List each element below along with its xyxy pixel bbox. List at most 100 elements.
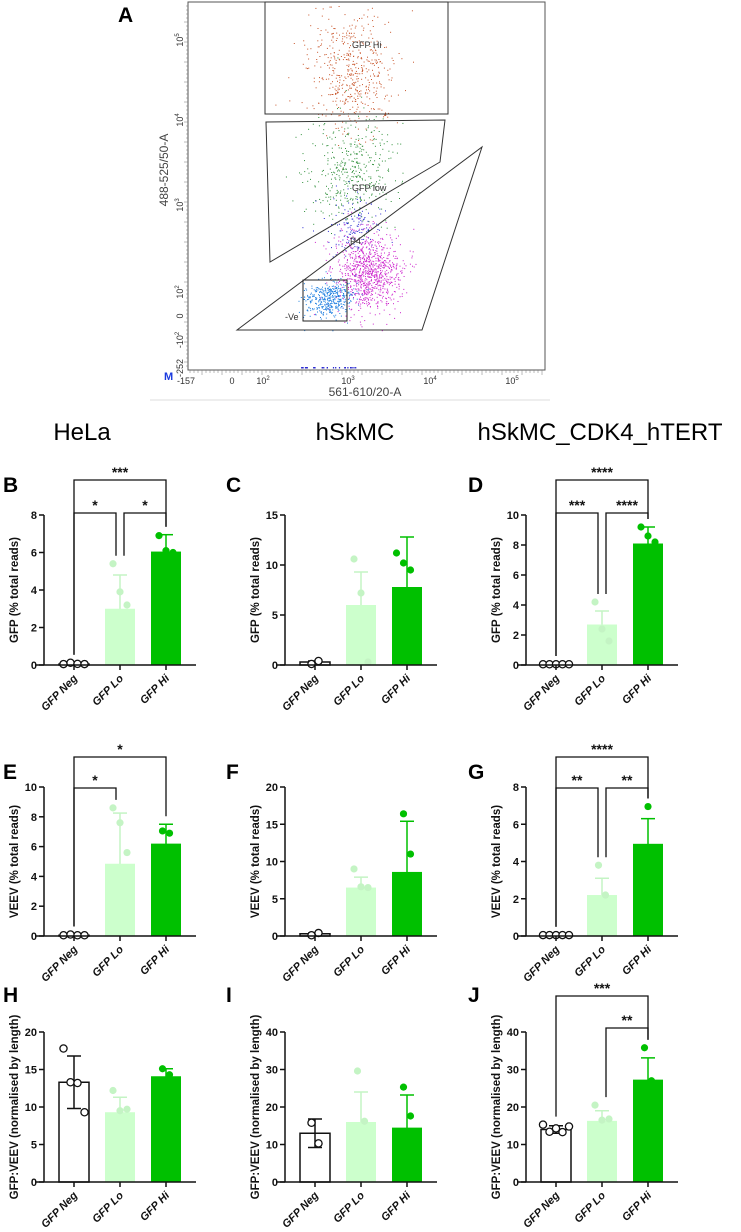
event-dot: [369, 139, 371, 141]
event-dot: [349, 255, 351, 257]
event-dot: [373, 108, 375, 110]
event-dot: [368, 287, 370, 289]
event-dot: [363, 289, 365, 291]
event-dot: [358, 215, 359, 217]
bar: [633, 1079, 663, 1182]
event-dot: [329, 309, 331, 311]
event-dot: [394, 308, 396, 310]
significance-label: ****: [616, 497, 638, 513]
event-dot: [355, 281, 357, 283]
event-dot: [370, 176, 372, 178]
event-dot: [350, 124, 352, 126]
event-dot: [346, 231, 348, 233]
gate-p4[interactable]: [235, 145, 483, 331]
event-dot: [329, 94, 331, 96]
event-dot: [305, 304, 307, 306]
event-dot: [361, 293, 363, 294]
y-tick-label: 0: [272, 660, 278, 672]
event-dot: [365, 242, 366, 244]
event-dot: [360, 286, 362, 288]
event-dot: [351, 308, 353, 310]
gate-gfp-hi[interactable]: [264, 1, 449, 115]
event-dot: [374, 183, 376, 185]
event-dot: [323, 312, 325, 313]
event-dot: [347, 53, 349, 55]
data-point: [651, 538, 659, 546]
event-dot: [346, 241, 348, 243]
event-dot: [363, 291, 365, 293]
data-point: [350, 555, 358, 563]
event-dot: [347, 188, 349, 190]
event-dot: [388, 21, 390, 23]
event-dot: [306, 107, 308, 109]
event-dot: [334, 123, 336, 125]
gate-negative[interactable]: [302, 279, 348, 322]
y-tick-label: 20: [507, 1102, 519, 1114]
tick-base: 10: [341, 376, 351, 386]
event-dot: [366, 246, 368, 248]
event-dot: [373, 263, 375, 265]
event-dot: [345, 90, 347, 92]
event-dot: [367, 286, 369, 288]
event-dot: [368, 88, 369, 90]
event-dot: [364, 279, 366, 281]
event-dot: [379, 284, 381, 286]
gate-gfp-low[interactable]: [265, 119, 446, 263]
event-dot: [359, 95, 361, 97]
gate-label: P4: [350, 236, 361, 246]
event-dot: [333, 55, 335, 57]
significance-label: ****: [591, 464, 613, 480]
x-tick-label: GFP Lo: [331, 943, 367, 979]
flow-y-axis-label: 488-525/50-A: [157, 134, 171, 207]
event-dot: [363, 285, 365, 287]
bracket-line: [555, 995, 649, 1117]
event-dot: [353, 173, 355, 175]
y-tick-label: 8: [513, 540, 519, 552]
event-dot: [332, 151, 333, 153]
event-dot: [333, 301, 335, 303]
event-dot: [359, 276, 361, 277]
event-dot: [330, 299, 332, 301]
event-dot: [356, 267, 358, 268]
event-dot: [330, 83, 332, 85]
bar-group-neg: [58, 1044, 90, 1183]
event-dot: [377, 16, 379, 18]
event-dot: [354, 167, 356, 169]
data-point: [399, 559, 408, 567]
event-dot: [326, 185, 327, 187]
event-dot: [366, 301, 368, 303]
bar: [392, 1127, 422, 1182]
event-dot: [362, 273, 364, 275]
event-dot: [325, 29, 327, 31]
event-dot: [356, 75, 358, 77]
event-dot: [322, 292, 324, 294]
event-dot: [330, 307, 332, 309]
event-dot: [363, 149, 365, 151]
event-dot: [320, 30, 322, 32]
event-dot: [348, 64, 350, 66]
event-dot: [390, 282, 391, 284]
bar-group-hi: [392, 536, 422, 665]
event-dot: [335, 282, 337, 284]
event-dot: [382, 247, 384, 249]
event-dot: [310, 301, 312, 303]
event-dot: [331, 178, 332, 180]
bar-group-lo: [346, 865, 376, 936]
events-gfp-low: [285, 57, 421, 237]
event-dot: [337, 89, 339, 91]
event-dot: [324, 301, 326, 303]
event-dot: [375, 280, 377, 282]
y-tick-label: 4: [513, 857, 520, 869]
event-dot: [325, 306, 327, 308]
event-dot: [306, 54, 308, 56]
event-dot: [363, 269, 365, 271]
flow-y-tick-label: 102: [175, 285, 185, 299]
event-dot: [353, 238, 355, 240]
event-dot: [344, 264, 346, 265]
event-dot: [389, 267, 390, 269]
event-dot: [362, 229, 364, 231]
event-dot: [319, 304, 321, 306]
event-dot: [346, 64, 348, 66]
event-dot: [387, 169, 389, 171]
event-dot: [327, 241, 329, 243]
